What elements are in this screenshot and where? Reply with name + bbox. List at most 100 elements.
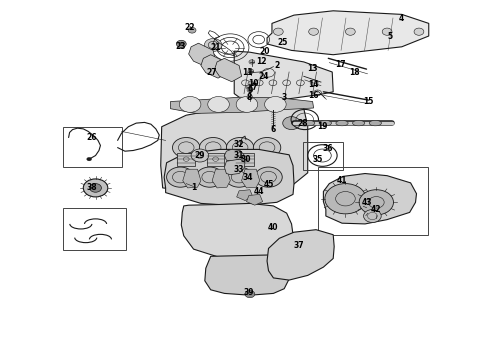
Polygon shape <box>201 55 228 78</box>
Circle shape <box>188 27 196 33</box>
Ellipse shape <box>303 121 315 126</box>
Circle shape <box>253 138 281 158</box>
Text: 2: 2 <box>274 61 279 70</box>
Polygon shape <box>189 43 216 67</box>
Polygon shape <box>181 203 293 259</box>
Text: 29: 29 <box>195 151 205 160</box>
Circle shape <box>236 96 258 112</box>
Bar <box>303 142 343 170</box>
Polygon shape <box>267 11 429 55</box>
Polygon shape <box>205 255 289 295</box>
Text: 25: 25 <box>277 38 288 47</box>
Circle shape <box>179 42 184 46</box>
Polygon shape <box>224 149 244 161</box>
Text: 17: 17 <box>335 60 346 69</box>
Ellipse shape <box>319 121 332 126</box>
Polygon shape <box>171 97 314 113</box>
Text: 1: 1 <box>191 184 196 193</box>
Text: 18: 18 <box>349 68 360 77</box>
Polygon shape <box>267 230 334 280</box>
Circle shape <box>199 138 227 158</box>
Polygon shape <box>215 58 242 82</box>
Text: 7: 7 <box>251 83 256 92</box>
Circle shape <box>273 28 283 35</box>
Text: 40: 40 <box>268 223 279 232</box>
Ellipse shape <box>369 121 382 126</box>
Text: 35: 35 <box>312 155 323 163</box>
Text: 39: 39 <box>244 288 254 297</box>
Text: 38: 38 <box>87 184 98 193</box>
Text: 24: 24 <box>258 72 269 81</box>
Text: 28: 28 <box>297 119 308 128</box>
Bar <box>63 208 126 250</box>
Text: 31: 31 <box>234 151 245 160</box>
Circle shape <box>196 167 223 187</box>
Circle shape <box>90 184 101 192</box>
Text: 3: 3 <box>282 94 287 103</box>
Text: 27: 27 <box>206 68 217 77</box>
Text: 12: 12 <box>256 58 267 67</box>
Text: 23: 23 <box>175 42 186 51</box>
Ellipse shape <box>336 121 348 126</box>
Circle shape <box>325 184 366 214</box>
Circle shape <box>247 95 253 99</box>
Circle shape <box>283 117 300 130</box>
Text: 16: 16 <box>308 91 319 100</box>
Circle shape <box>191 149 209 162</box>
Bar <box>207 153 224 166</box>
Circle shape <box>167 167 194 187</box>
Text: 43: 43 <box>361 198 372 207</box>
Text: 44: 44 <box>253 187 264 196</box>
Polygon shape <box>183 169 201 188</box>
Text: 5: 5 <box>387 32 392 41</box>
Polygon shape <box>224 159 245 175</box>
Ellipse shape <box>352 121 365 126</box>
Circle shape <box>248 69 254 73</box>
Text: 19: 19 <box>317 122 328 131</box>
Text: 20: 20 <box>259 47 270 56</box>
Circle shape <box>83 179 108 197</box>
Circle shape <box>225 167 253 187</box>
Polygon shape <box>234 51 333 102</box>
Polygon shape <box>164 149 294 206</box>
Bar <box>318 167 428 235</box>
Text: 10: 10 <box>248 79 259 88</box>
Text: 45: 45 <box>263 180 274 189</box>
Polygon shape <box>212 169 230 188</box>
Polygon shape <box>161 102 308 192</box>
Text: 37: 37 <box>294 241 304 250</box>
Text: 22: 22 <box>185 23 196 32</box>
Text: 26: 26 <box>87 133 98 142</box>
Circle shape <box>176 40 186 48</box>
Text: 6: 6 <box>271 125 276 134</box>
Text: 11: 11 <box>242 68 253 77</box>
Circle shape <box>255 167 282 187</box>
Text: 33: 33 <box>234 166 245 175</box>
Text: 9: 9 <box>247 86 252 95</box>
Text: 14: 14 <box>308 80 319 89</box>
Text: 15: 15 <box>363 97 374 106</box>
Text: 32: 32 <box>234 140 245 149</box>
Bar <box>177 153 195 166</box>
Text: 30: 30 <box>241 155 251 163</box>
Bar <box>63 127 122 167</box>
Circle shape <box>265 96 286 112</box>
Circle shape <box>414 28 424 35</box>
Text: 13: 13 <box>307 64 318 73</box>
Circle shape <box>246 85 252 89</box>
Polygon shape <box>242 169 260 188</box>
Circle shape <box>172 138 200 158</box>
Circle shape <box>247 88 253 92</box>
Circle shape <box>245 291 255 298</box>
Circle shape <box>208 41 218 49</box>
Circle shape <box>226 138 254 158</box>
Bar <box>236 153 254 166</box>
Circle shape <box>382 28 392 35</box>
Circle shape <box>208 96 229 112</box>
Text: 42: 42 <box>371 205 382 214</box>
Circle shape <box>364 210 381 222</box>
Text: 21: 21 <box>210 43 221 52</box>
Text: 34: 34 <box>242 173 253 182</box>
Circle shape <box>87 157 92 161</box>
Polygon shape <box>246 194 263 205</box>
